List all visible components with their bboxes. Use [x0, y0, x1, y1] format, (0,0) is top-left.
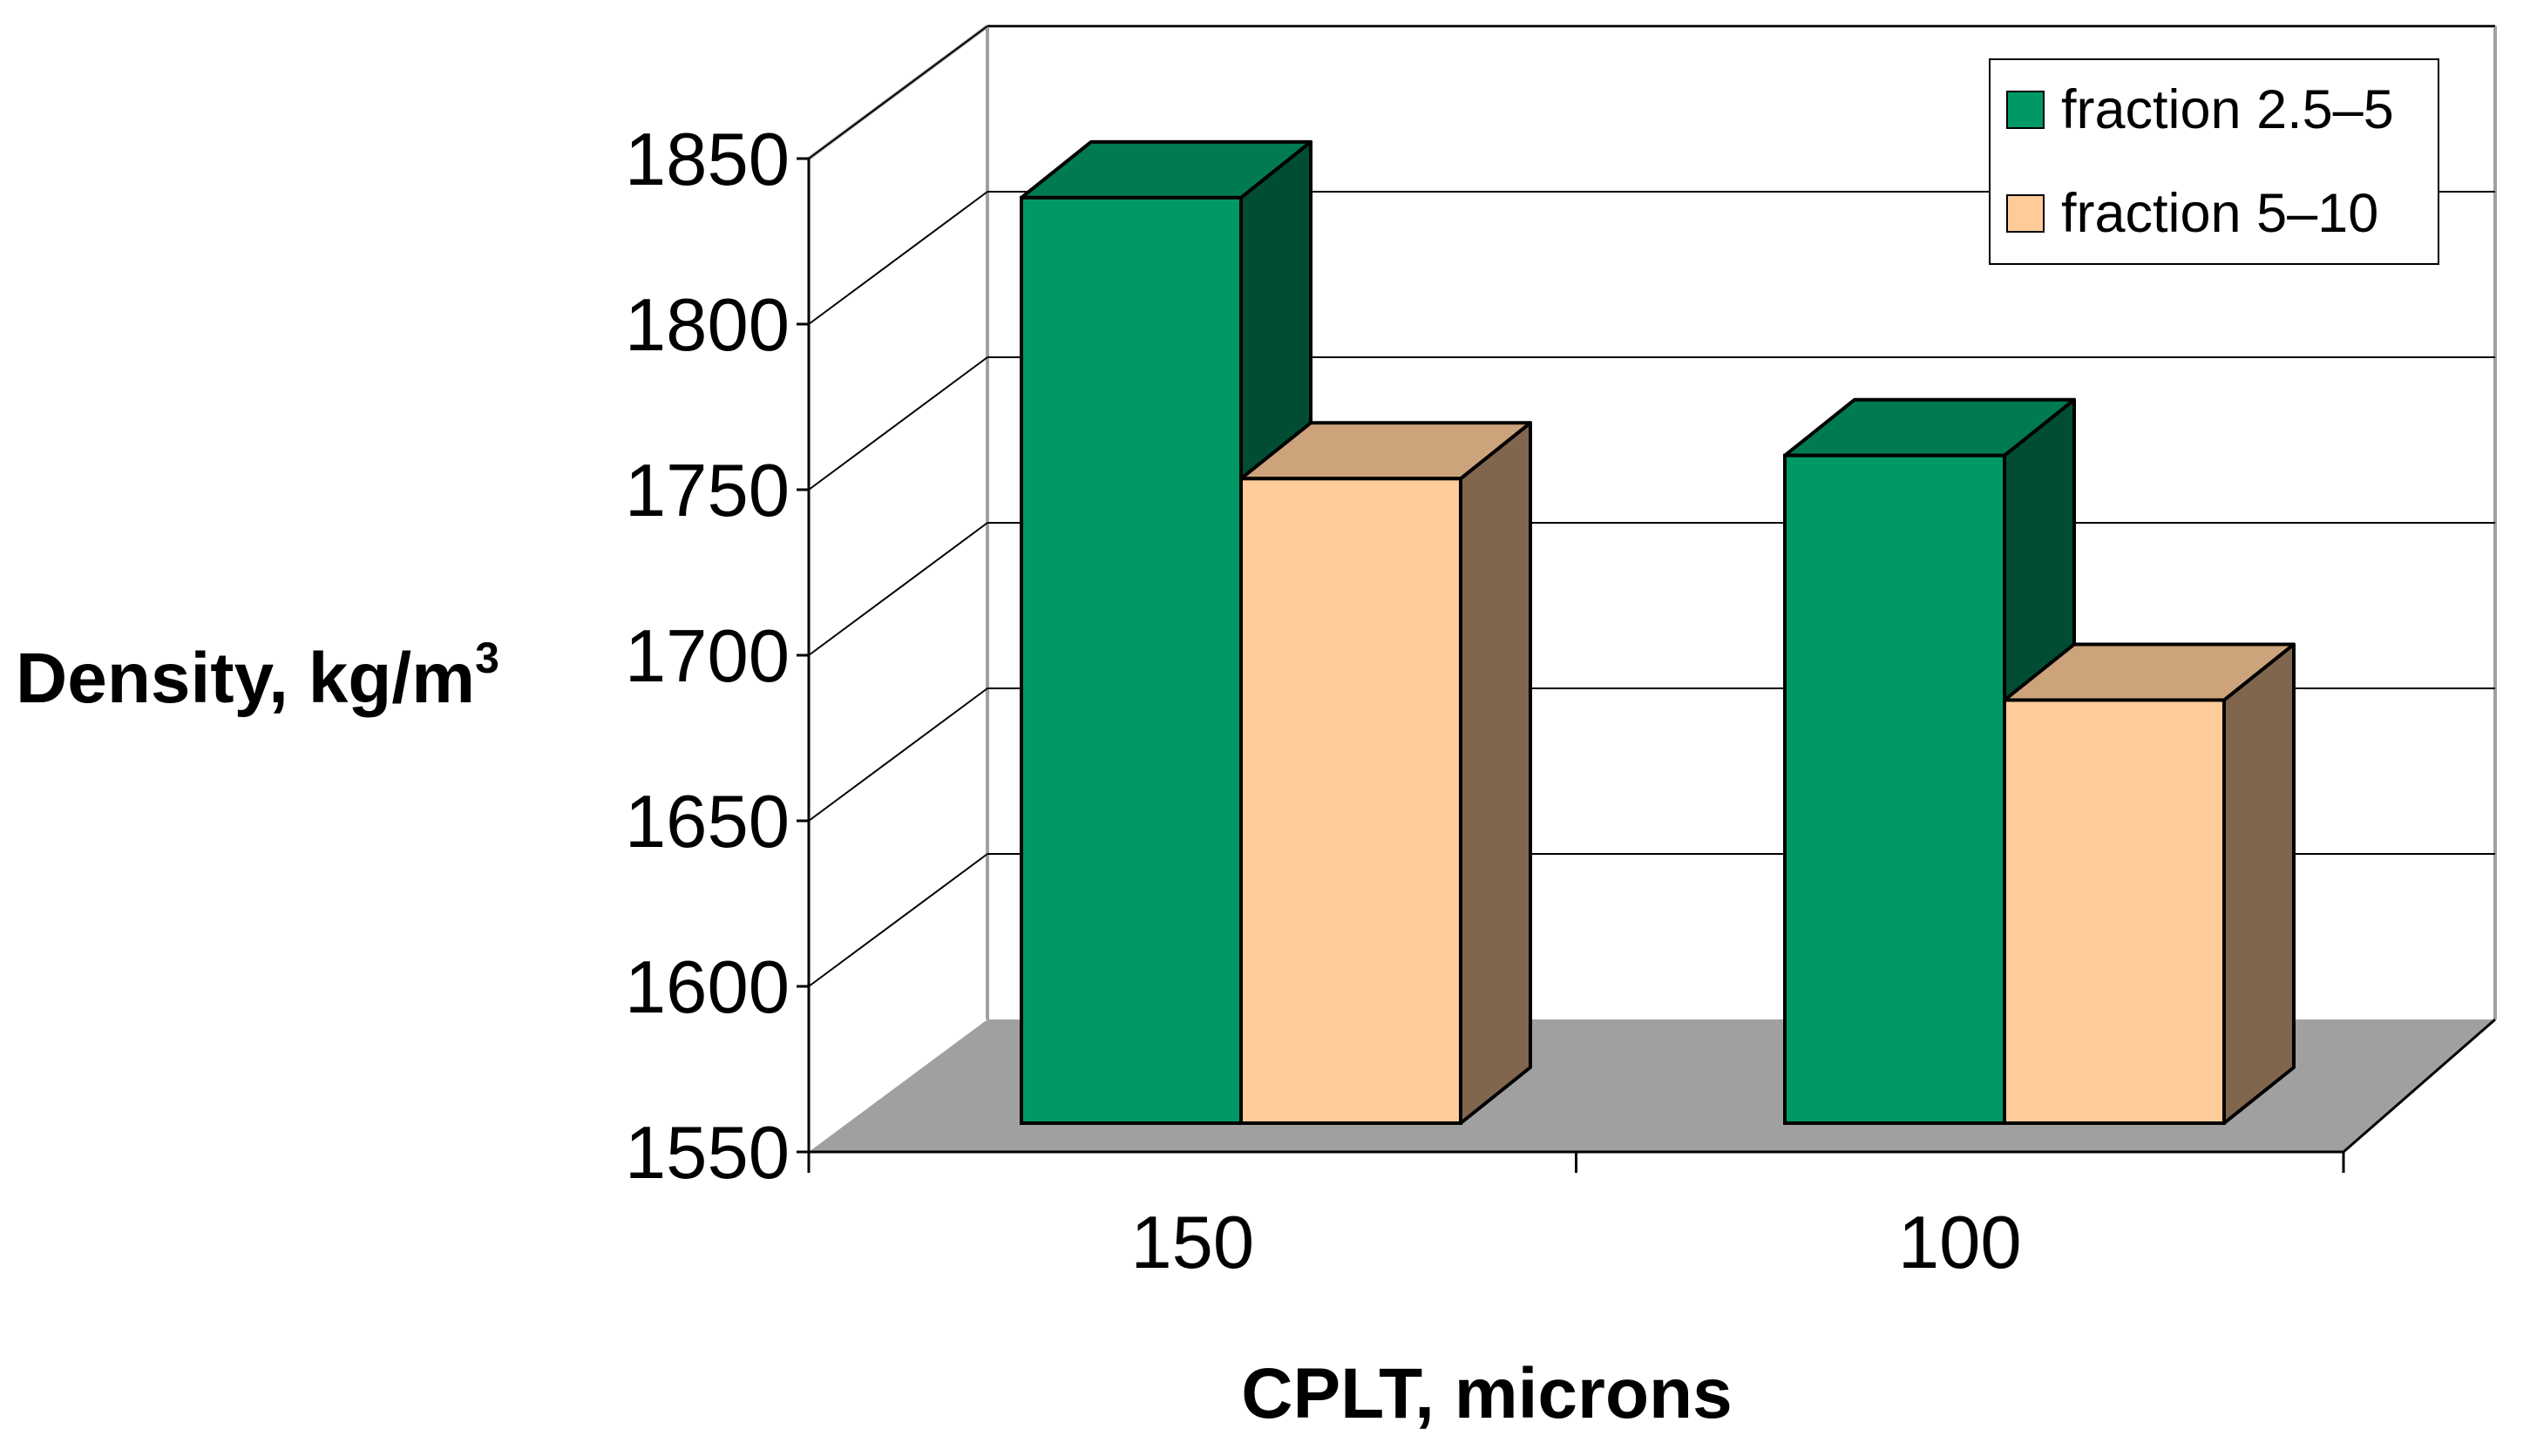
floor-right-edge: [2343, 1018, 2496, 1154]
y-axis-title-superscript: 3: [475, 633, 499, 682]
legend-swatch-fraction-2-5-5: [2006, 91, 2045, 129]
gridline-diagonal-1850: [808, 25, 988, 159]
bar-front: [1239, 477, 1462, 1125]
legend-label-fraction-2-5-5: fraction 2.5–5: [2061, 79, 2394, 140]
x-axis-title: CPLT, microns: [1241, 1354, 1732, 1433]
y-tick-label-1850: 1850: [625, 119, 790, 201]
bar-100-series-1: [2003, 642, 2296, 1125]
bars: [1020, 139, 2296, 1125]
bar-150-series-1: [1239, 421, 1532, 1125]
y-tick-label-1750: 1750: [625, 450, 790, 532]
y-tick-label-1550: 1550: [625, 1112, 790, 1195]
y-axis-title: Density, kg/m3: [16, 633, 499, 718]
y-axis: 1550 1600 1650 1700 1750 1800 1850: [625, 119, 811, 1195]
gridline-diagonal-1700: [808, 522, 988, 656]
y-tick-label-1800: 1800: [625, 284, 790, 367]
gridline-diagonal-1750: [808, 356, 988, 491]
legend-label-fraction-5-10: fraction 5–10: [2061, 183, 2378, 244]
y-tick-label-1650: 1650: [625, 781, 790, 863]
bar-150-series-0: [1020, 139, 1312, 1125]
legend-swatch-fraction-5-10: [2006, 194, 2045, 233]
gridline-diagonal-1600: [808, 853, 988, 987]
bar-front: [1783, 453, 2006, 1125]
legend-box: [1989, 58, 2439, 265]
x-tick-label-150: 150: [1130, 1202, 1254, 1284]
bar-side: [2222, 642, 2296, 1125]
y-tick-label-1700: 1700: [625, 615, 790, 698]
bar-side: [1459, 421, 1532, 1125]
x-tick-label-100: 100: [1898, 1202, 2022, 1284]
gridline-diagonal-1650: [808, 687, 988, 822]
bar-front: [2003, 698, 2226, 1125]
bar-front: [1020, 195, 1243, 1125]
y-tick-label-1600: 1600: [625, 946, 790, 1029]
gridline-diagonal-1800: [808, 191, 988, 325]
x-axis: 150 100: [807, 1018, 2496, 1284]
legend: fraction 2.5–5 fraction 5–10: [1989, 58, 2439, 265]
